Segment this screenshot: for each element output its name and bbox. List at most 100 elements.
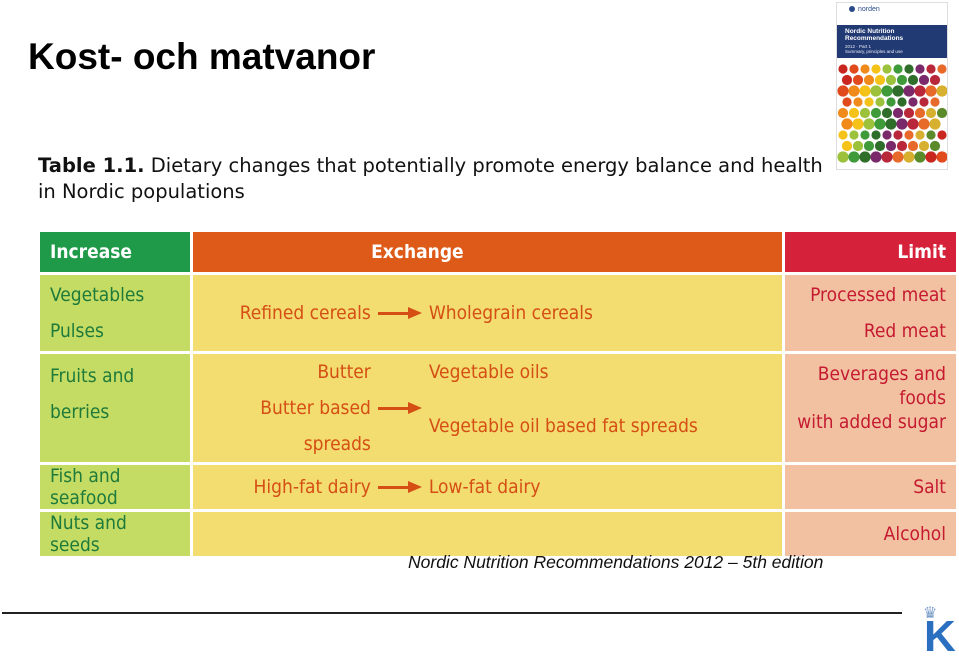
fruit-dot <box>892 151 904 163</box>
fruit-dot <box>919 97 929 107</box>
fruit-dot <box>838 130 848 140</box>
fruit-dot <box>885 140 897 152</box>
fruit-dot <box>892 107 904 119</box>
fruit-dot <box>841 140 853 152</box>
fruit-dot <box>936 85 947 97</box>
exchange-cell: Butter Vegetable oils Butter based sprea… <box>192 354 782 462</box>
fruit-dot <box>837 107 849 119</box>
fruit-dot <box>863 118 875 130</box>
increase-cell: Fish and seafood <box>40 465 190 509</box>
exchange-from: High-fat dairy <box>253 476 371 498</box>
increase-cell: Fruits and berries <box>40 354 190 462</box>
book-title: Nordic Nutrition Recommendations <box>837 25 947 43</box>
fruit-dot <box>885 118 897 130</box>
dietary-changes-table: Increase Exchange Limit Vegetables Pulse… <box>37 229 959 559</box>
increase-item: Fruits and berries <box>50 365 135 423</box>
fruit-dot <box>837 151 849 163</box>
exchange-cell: Refined cereals Wholegrain cereals <box>192 275 782 351</box>
fruit-dot <box>918 74 930 86</box>
fruit-dot <box>859 85 871 97</box>
right-arrow-icon <box>377 307 422 319</box>
fruit-dot <box>930 97 940 107</box>
book-subtitle: 2012 · Part 1 <box>837 43 947 49</box>
fruit-dot <box>864 97 874 107</box>
caption-text: Dietary changes that potentially promote… <box>38 154 823 203</box>
fruit-dot <box>871 64 881 74</box>
fruit-dot <box>863 74 875 86</box>
right-arrow-icon <box>377 481 422 493</box>
increase-item: Nuts and seeds <box>50 512 127 556</box>
fruit-dot <box>870 85 882 97</box>
exchange-to: Wholegrain cereals <box>428 302 593 324</box>
footer-divider <box>2 612 902 614</box>
fruit-dot <box>896 74 908 86</box>
limit-item: Red meat <box>863 320 946 342</box>
fruit-collage-image <box>837 64 947 163</box>
book-cover-image: norden Nordic Nutrition Recommendations … <box>836 2 948 170</box>
fruit-dot <box>874 74 886 86</box>
book-brand: norden <box>849 6 880 13</box>
fruit-dot <box>860 64 870 74</box>
fruit-dot <box>907 118 919 130</box>
book-subtitle-2: Summary, principles and use <box>837 49 947 58</box>
fruit-dot <box>848 107 860 119</box>
increase-item: Pulses <box>50 320 104 342</box>
header-limit: Limit <box>784 232 956 272</box>
fruit-dot <box>874 118 886 130</box>
source-citation: Nordic Nutrition Recommendations 2012 – … <box>408 552 824 572</box>
table-row: Fish and seafood High-fat dairy Low-fat … <box>40 465 956 509</box>
fruit-dot <box>849 130 859 140</box>
fruit-dot <box>929 118 941 130</box>
fruit-dot <box>925 107 937 119</box>
slide-title: Kost- och matvanor <box>28 36 376 77</box>
fruit-dot <box>907 74 919 86</box>
exchange-to: Vegetable oil based fat spreads <box>428 415 698 437</box>
fruit-dot <box>870 107 882 119</box>
fruit-dot <box>929 140 941 152</box>
limit-cell: Alcohol <box>784 512 956 556</box>
limit-item: Alcohol <box>883 523 946 545</box>
fruit-dot <box>908 97 918 107</box>
limit-item: Beverages and foods <box>817 363 946 409</box>
fruit-dot <box>859 107 871 119</box>
fruit-dot <box>937 64 947 74</box>
fruit-dot <box>915 130 925 140</box>
k-letter-logo: K <box>924 612 956 661</box>
fruit-dot <box>918 118 930 130</box>
fruit-dot <box>893 64 903 74</box>
fruit-dot <box>914 107 926 119</box>
fruit-dot <box>937 130 947 140</box>
caption-label: Table 1.1. <box>38 154 145 177</box>
fruit-dot <box>896 140 908 152</box>
fruit-dot <box>848 85 860 97</box>
fruit-dot <box>853 97 863 107</box>
fruit-dot <box>918 140 930 152</box>
table-header-row: Increase Exchange Limit <box>40 232 956 272</box>
fruit-dot <box>886 97 896 107</box>
fruit-dot <box>842 97 852 107</box>
fruit-dot <box>929 74 941 86</box>
limit-item: with added sugar <box>797 411 946 433</box>
fruit-dot <box>852 118 864 130</box>
fruit-dot <box>881 107 893 119</box>
fruit-dot <box>904 130 914 140</box>
increase-item: Vegetables <box>50 284 145 306</box>
fruit-dot <box>892 85 904 97</box>
fruit-dot <box>852 74 864 86</box>
fruit-dot <box>841 74 853 86</box>
fruit-dot <box>926 64 936 74</box>
fruit-dot <box>881 151 893 163</box>
crown-icon: ♛ <box>923 603 938 622</box>
increase-cell: Vegetables Pulses <box>40 275 190 351</box>
fruit-dot <box>914 151 926 163</box>
fruit-dot <box>849 64 859 74</box>
increase-item: Fish and seafood <box>50 465 121 509</box>
fruit-dot <box>926 130 936 140</box>
fruit-dot <box>870 151 882 163</box>
fruit-dot <box>925 151 937 163</box>
fruit-dot <box>881 85 893 97</box>
header-increase: Increase <box>40 232 190 272</box>
fruit-dot <box>907 140 919 152</box>
fruit-dot <box>882 64 892 74</box>
exchange-cell <box>192 512 782 556</box>
